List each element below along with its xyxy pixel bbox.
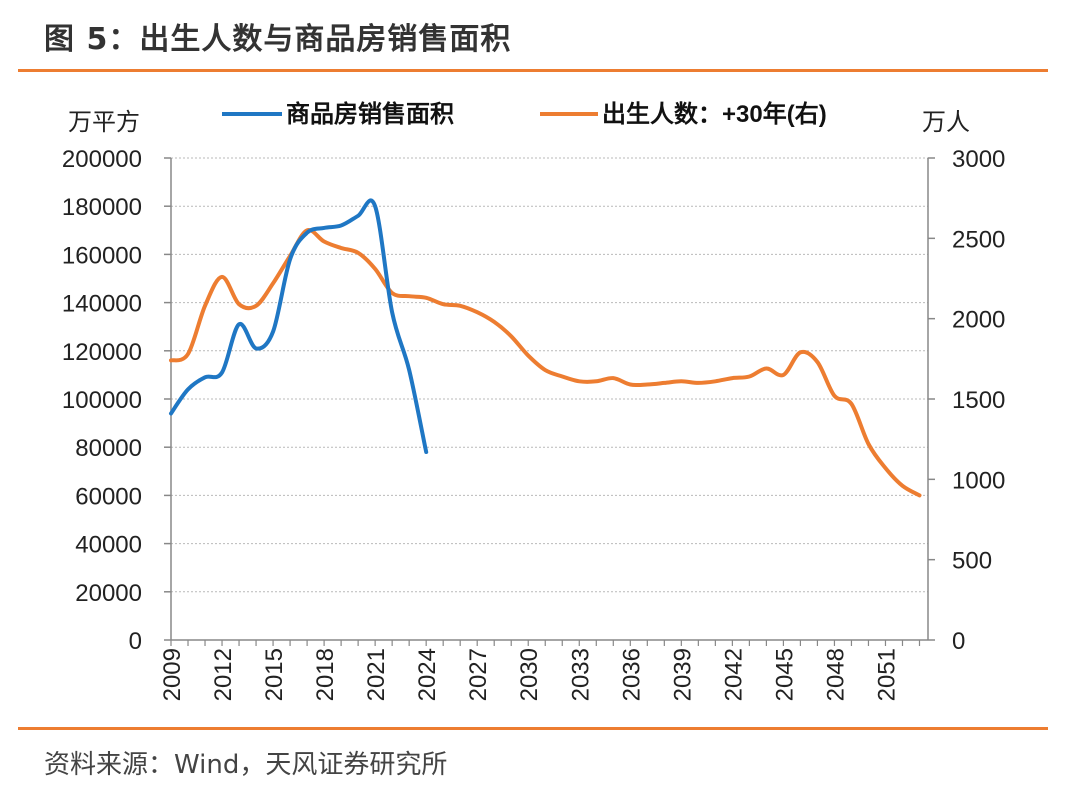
series-line-births (169, 227, 922, 498)
x-tick-label: 2027 (465, 648, 492, 701)
y-left-tick-label: 20000 (75, 580, 142, 607)
x-tick-label: 2015 (261, 648, 288, 701)
y-left-tick-label: 160000 (62, 242, 142, 269)
x-tick-label: 2042 (720, 648, 747, 701)
y-left-tick-labels: 2000001800001600001400001200001000008000… (62, 146, 142, 655)
y-right-tick-label: 500 (952, 548, 992, 575)
x-tick-label: 2033 (567, 648, 594, 701)
y-right-tick-label: 0 (952, 628, 965, 655)
y-left-tick-label: 100000 (62, 387, 142, 414)
source-note: 资料来源：Wind，天风证券研究所 (44, 750, 448, 780)
legend-label-area: 商品房销售面积 (286, 100, 454, 128)
legend: 商品房销售面积 出生人数：+30年(右) (222, 100, 827, 128)
series-lines (169, 198, 922, 498)
y-right-tick-label: 3000 (952, 146, 1005, 173)
x-tick-label: 2021 (363, 648, 390, 701)
bottom-rule (18, 727, 1048, 730)
axes (164, 157, 935, 646)
x-tick-label: 2048 (822, 648, 849, 701)
y-right-tick-label: 2000 (952, 307, 1005, 334)
y-right-tick-label: 1500 (952, 387, 1005, 414)
y-right-tick-labels: 3000 2500 2000 1500 1000 500 0 (952, 146, 1005, 655)
x-tick-label: 2030 (516, 648, 543, 701)
y-left-tick-label: 60000 (75, 483, 142, 510)
y-right-tick-label: 1000 (952, 467, 1005, 494)
x-tick-label: 2051 (873, 648, 900, 701)
x-tick-label: 2009 (159, 648, 186, 701)
y-left-tick-label: 120000 (62, 339, 142, 366)
y-left-unit-label: 万平方 (68, 109, 140, 136)
x-tick-label: 2012 (210, 648, 237, 701)
x-tick-label: 2018 (312, 648, 339, 701)
x-tick-label: 2024 (414, 648, 441, 701)
y-right-unit-label: 万人 (922, 109, 970, 136)
x-tick-label: 2039 (669, 648, 696, 701)
y-left-tick-label: 200000 (62, 146, 142, 173)
top-rule (18, 69, 1048, 72)
x-tick-labels: 2009 2012 2015 2018 2021 2024 2027 2030 2033 2036… (159, 648, 900, 701)
legend-label-births: 出生人数：+30年(右) (602, 100, 827, 128)
y-left-tick-label: 180000 (62, 194, 142, 221)
figure-title: 图 5：出生人数与商品房销售面积 (44, 22, 512, 57)
y-left-tick-label: 80000 (75, 435, 142, 462)
x-tick-label: 2036 (618, 648, 645, 701)
series-line-housing-area (169, 198, 429, 454)
y-left-tick-label: 140000 (62, 291, 142, 318)
y-right-tick-label: 2500 (952, 226, 1005, 253)
grid (171, 157, 928, 593)
y-left-tick-label: 0 (129, 628, 142, 655)
y-left-tick-label: 40000 (75, 532, 142, 559)
x-tick-label: 2045 (771, 648, 798, 701)
